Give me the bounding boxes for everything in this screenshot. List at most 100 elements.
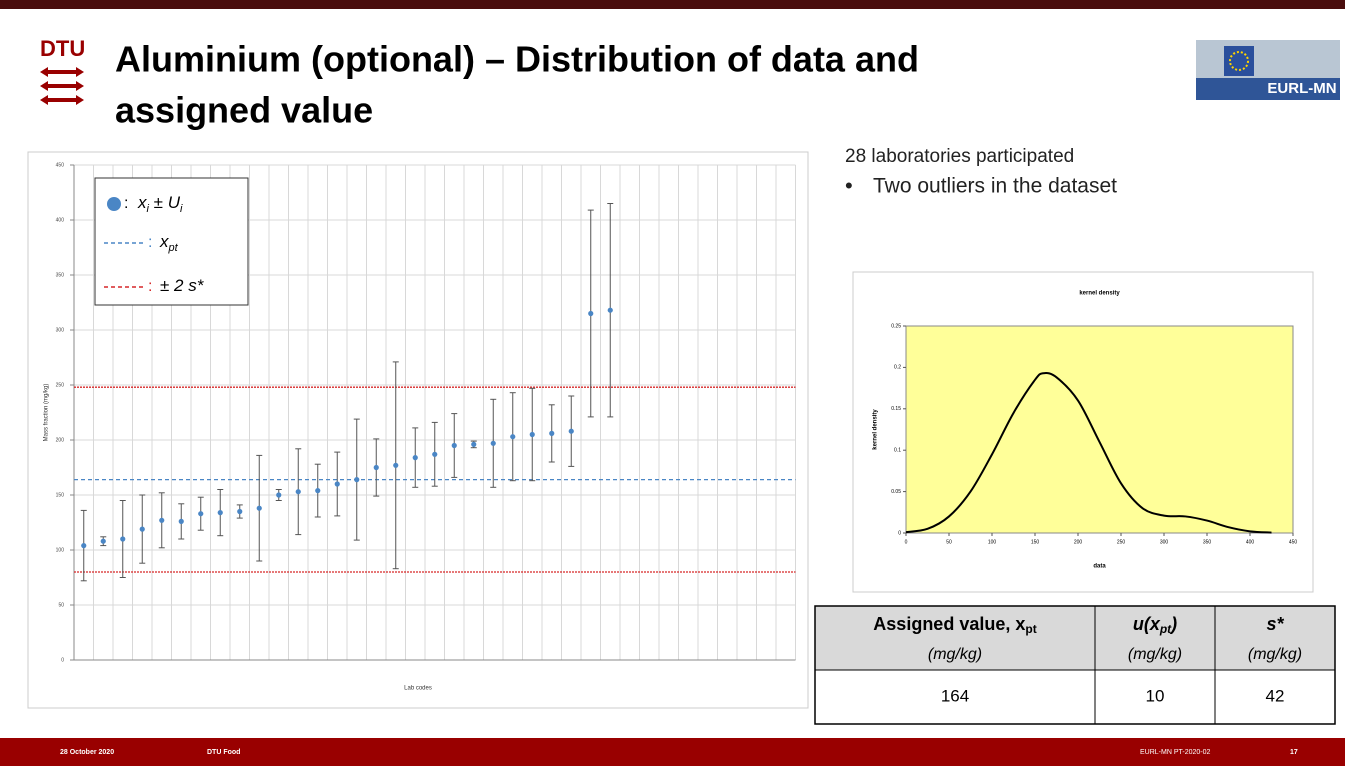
title: assigned value	[115, 90, 373, 131]
table-cell: 10	[1146, 686, 1165, 705]
y-tick-label: 0.1	[894, 448, 901, 454]
footer-code: EURL-MN PT-2020-02	[1140, 749, 1211, 756]
legend-box	[94, 177, 249, 306]
point	[412, 455, 418, 461]
point	[607, 307, 613, 313]
footer-page: 17	[1290, 749, 1298, 756]
point	[471, 441, 477, 447]
y-tick-label: 0.15	[891, 406, 901, 412]
point	[276, 492, 282, 498]
y-tick-label: 150	[56, 492, 65, 498]
footer-org: DTU Food	[207, 749, 240, 756]
point	[334, 481, 340, 487]
point	[529, 431, 535, 438]
legend-colon: :	[148, 234, 152, 251]
x-tick-label: 100	[988, 539, 997, 545]
x-axis-label: Lab codes	[404, 686, 432, 692]
point	[178, 518, 184, 525]
density-line	[905, 372, 1272, 534]
x-tick-label: 250	[1117, 539, 1126, 545]
x-tick-label: 50	[946, 539, 952, 545]
point	[451, 442, 457, 449]
legend-marker	[107, 197, 121, 211]
legend-colon: :	[124, 195, 128, 212]
text-part: ± U	[149, 193, 181, 212]
point	[373, 464, 379, 471]
x-axis-label: data	[1093, 564, 1106, 570]
text-part: s*	[1266, 614, 1284, 634]
point	[295, 489, 301, 495]
chart-title: kernel density	[1079, 291, 1120, 297]
density-chart: kernel density 0 0.05 0.1 0.15 0.2 0.25 0 50 100 1…	[873, 291, 1298, 570]
footer-date: 28 October 2020	[60, 749, 114, 756]
point	[490, 440, 496, 446]
text-part: ± 2 s*	[160, 276, 205, 295]
point	[588, 310, 594, 317]
x-tick-label: 150	[1031, 539, 1040, 545]
table-header-unit: (mg/kg)	[928, 646, 982, 663]
point	[432, 451, 438, 457]
subscript: pt	[168, 242, 179, 254]
point	[81, 543, 87, 549]
y-tick-label: 400	[56, 217, 65, 223]
y-tick-label: 450	[56, 162, 65, 168]
subscript: i	[180, 203, 183, 215]
table-header-unit: (mg/kg)	[1128, 646, 1182, 663]
text-part: u(x	[1133, 614, 1161, 634]
y-tick-label: 300	[56, 327, 65, 333]
point	[159, 517, 165, 523]
subscript: i	[147, 203, 150, 215]
table-cell: 42	[1266, 686, 1285, 705]
point	[237, 508, 243, 515]
legend-colon: :	[148, 278, 152, 295]
y-axis-label: kernel density	[873, 409, 879, 450]
point	[120, 536, 126, 542]
point	[549, 430, 555, 436]
point	[139, 526, 145, 532]
table-header: u(xpt)	[1133, 614, 1177, 636]
point	[393, 462, 399, 468]
point	[354, 477, 360, 483]
y-tick-label: 0	[898, 530, 901, 536]
subscript: pt	[1159, 622, 1172, 636]
x-tick-label: 350	[1203, 539, 1212, 545]
point	[100, 538, 106, 544]
text-part: )	[1169, 614, 1177, 634]
y-tick-label: 0	[61, 657, 64, 663]
point	[510, 434, 516, 440]
table-header-unit: (mg/kg)	[1248, 646, 1302, 663]
x-tick-label: 200	[1074, 539, 1083, 545]
logo-text: DTU	[40, 36, 85, 61]
errorbar-chart: 0 50 100 150 200 250 300 350 400 450 Mass fraction…	[44, 162, 796, 692]
y-tick-label: 0.05	[891, 489, 901, 495]
legend-label: xpt	[159, 232, 179, 253]
note: 28 laboratories participated	[845, 146, 1074, 167]
y-tick-label: 0.2	[894, 365, 901, 371]
badge: EURL-MN	[1196, 40, 1340, 100]
table: Assigned value, xpt(mg/kg)u(xpt)(mg/kg)s…	[814, 605, 1336, 725]
y-tick-label: 250	[56, 382, 65, 388]
text-part: Assigned value, x	[873, 614, 1025, 634]
point	[315, 488, 321, 494]
table-header: s*	[1266, 614, 1284, 634]
footer-bar	[0, 738, 1345, 766]
point	[198, 511, 204, 517]
plot-background	[905, 325, 1294, 534]
subscript: pt	[1025, 622, 1036, 636]
y-tick-label: 200	[56, 437, 65, 443]
bullet-dot: •	[845, 173, 853, 198]
x-tick-label: 450	[1289, 539, 1298, 545]
x-tick-label: 0	[905, 539, 908, 545]
title: Aluminium (optional) – Distribution of d…	[115, 39, 919, 80]
legend-label: ± 2 s*	[160, 276, 205, 295]
y-tick-label: 0.25	[891, 323, 901, 329]
text-part: x	[159, 232, 169, 251]
y-tick-label: 100	[56, 547, 65, 553]
text-part: x	[137, 193, 147, 212]
legend-label: xi ± Ui	[137, 193, 183, 214]
y-tick-label: 350	[56, 272, 65, 278]
point	[217, 509, 223, 516]
x-tick-label: 400	[1246, 539, 1255, 545]
note-bullet: Two outliers in the dataset	[873, 175, 1117, 198]
